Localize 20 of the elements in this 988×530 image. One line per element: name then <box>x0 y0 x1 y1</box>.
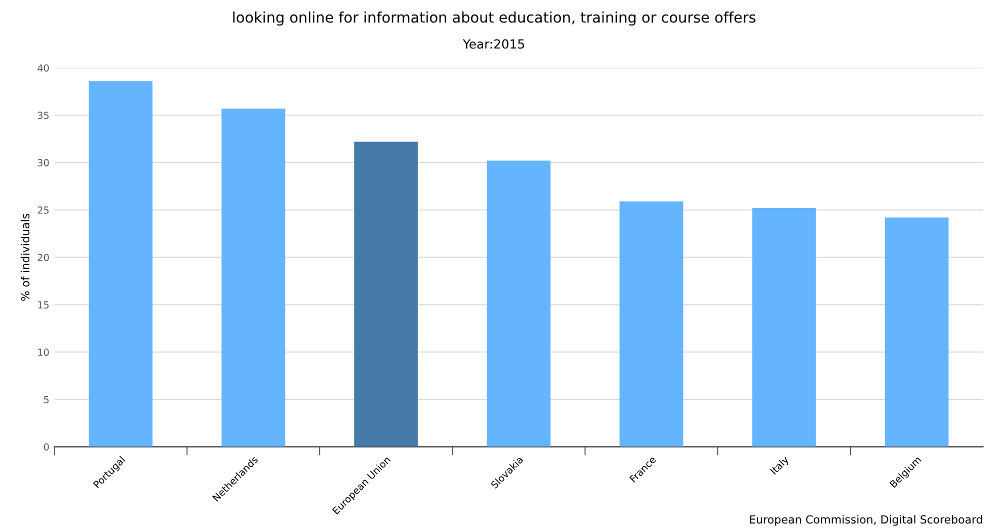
bar <box>620 201 684 447</box>
bar <box>354 142 418 447</box>
bar <box>752 208 816 447</box>
y-tick-label: 10 <box>38 348 49 356</box>
chart-subtitle: Year:2015 <box>462 39 524 49</box>
y-tick-label: 15 <box>38 301 49 309</box>
y-tick-label: 40 <box>38 64 49 72</box>
bar <box>486 160 551 447</box>
bar <box>88 81 153 447</box>
y-tick-label: 5 <box>44 396 49 404</box>
y-tick-label: 0 <box>44 443 49 451</box>
bar <box>884 218 949 447</box>
y-tick-label: 25 <box>38 206 49 214</box>
text: European Commission, Digital Scoreboard <box>750 515 982 526</box>
y-axis-title: % of individuals <box>20 214 30 301</box>
y-tick-label: 20 <box>38 254 49 262</box>
y-tick-label: 35 <box>38 112 49 120</box>
y-tick-label: 30 <box>38 159 49 166</box>
chart-title: looking online for information about education, training or course offers <box>233 11 756 26</box>
bar <box>222 108 286 447</box>
